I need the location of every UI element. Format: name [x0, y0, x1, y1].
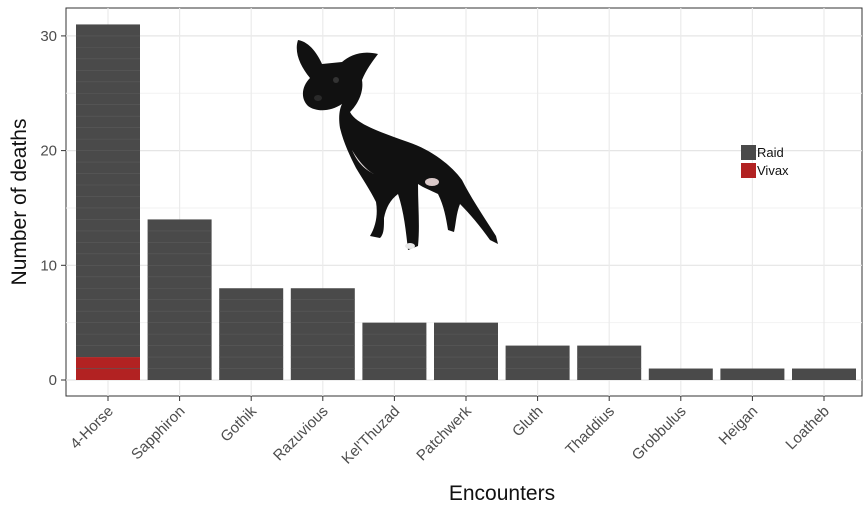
- legend-key-vivax: [741, 163, 756, 178]
- y-axis-title: Number of deaths: [8, 119, 31, 286]
- x-tick-label: Gothik: [217, 402, 260, 445]
- bar-raid: [362, 322, 427, 380]
- bars: [76, 24, 856, 380]
- y-tick-label: 20: [40, 143, 57, 160]
- y-tick-label: 0: [49, 372, 57, 389]
- x-tick-label: Gluth: [509, 403, 546, 440]
- x-tick-label: Heigan: [716, 403, 762, 449]
- bar-raid: [505, 345, 570, 380]
- x-tick-label: Grobbulus: [629, 403, 690, 464]
- x-tick-label: Razuvious: [270, 403, 332, 465]
- x-tick-label: Sapphiron: [128, 403, 188, 463]
- legend-key-raid: [741, 145, 756, 160]
- legend-label-vivax: Vivax: [757, 163, 789, 178]
- grid-lines: [66, 8, 862, 396]
- x-axis-title: Encounters: [449, 482, 555, 505]
- x-tick-label: 4-Horse: [67, 403, 117, 453]
- legend: Raid Vivax: [741, 145, 789, 178]
- bar-raid: [76, 24, 140, 358]
- bar-raid: [434, 322, 498, 380]
- bar-raid: [577, 345, 642, 380]
- bar-raid: [648, 368, 713, 380]
- x-tick-label: Loatheb: [782, 403, 832, 453]
- y-tick-label: 10: [40, 257, 57, 274]
- legend-label-raid: Raid: [757, 145, 784, 160]
- y-tick-label: 30: [40, 28, 57, 45]
- bar-raid: [792, 368, 856, 380]
- x-tick-label: Kel'Thuzad: [338, 403, 403, 468]
- y-axis: 0 10 20 30: [40, 28, 66, 389]
- x-tick-label: Thaddius: [562, 403, 618, 459]
- black-dog-cutout-icon: [296, 40, 498, 250]
- x-axis: 4-Horse Sapphiron Gothik Razuvious Kel'Thuza…: [67, 396, 833, 468]
- bar-raid: [720, 368, 785, 380]
- x-tick-label: Patchwerk: [413, 402, 475, 464]
